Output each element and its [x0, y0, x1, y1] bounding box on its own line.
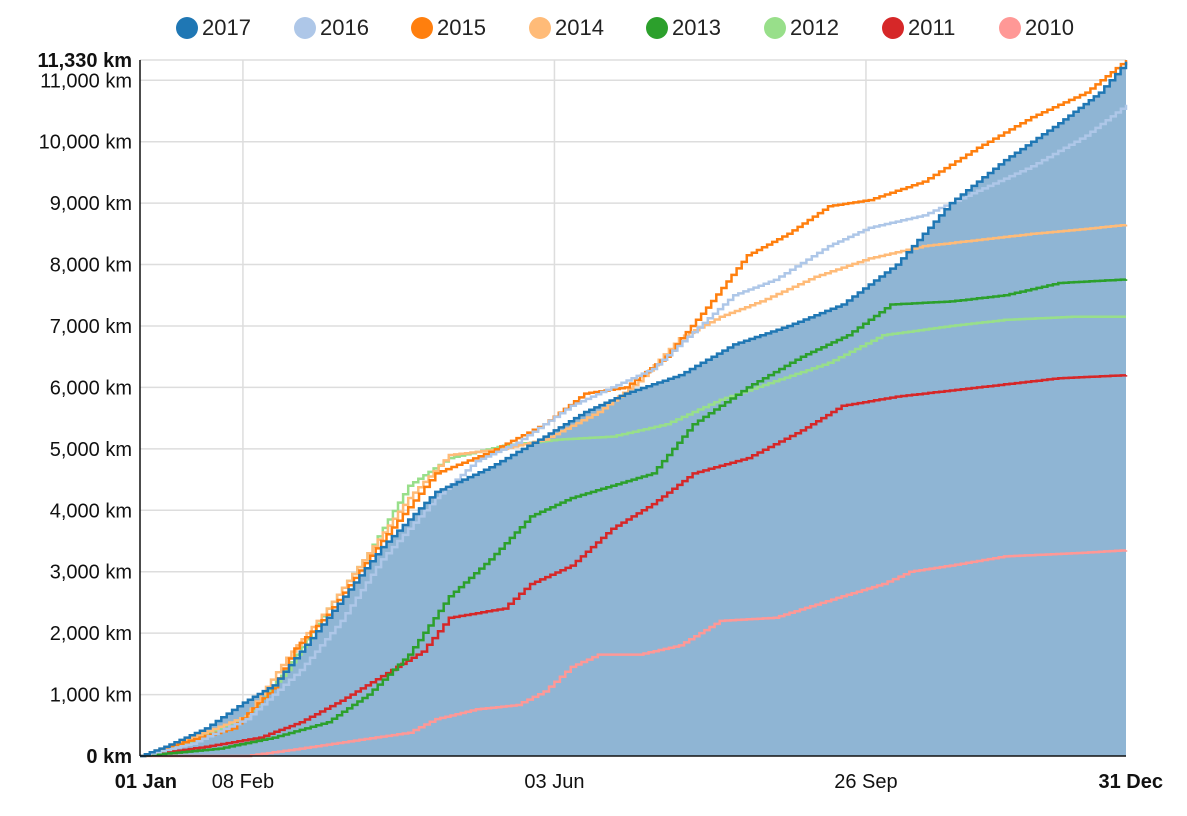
y-tick-label: 2,000 km — [50, 623, 132, 645]
legend-swatch — [294, 17, 316, 39]
legend-item-2011[interactable]: 2011 — [882, 10, 955, 46]
legend-label: 2011 — [908, 15, 956, 40]
x-tick-label: 03 Jun — [524, 771, 584, 793]
y-tick-label: 10,000 km — [39, 132, 132, 154]
legend-label: 2013 — [672, 15, 721, 40]
legend-swatch — [411, 17, 433, 39]
x-tick-label: 31 Dec — [1099, 771, 1164, 793]
legend-item-2013[interactable]: 2013 — [646, 10, 721, 46]
legend-swatch — [882, 17, 904, 39]
series-line-2011 — [140, 374, 1128, 758]
y-tick-label: 1,000 km — [50, 685, 132, 707]
legend-label: 2016 — [320, 15, 369, 40]
series-line-2013 — [140, 278, 1128, 758]
legend-item-2010[interactable]: 2010 — [999, 10, 1074, 46]
y-tick-label: 3,000 km — [50, 562, 132, 584]
series-line-2010 — [140, 549, 1128, 758]
x-tick-label: 01 Jan — [115, 771, 177, 793]
legend-label: 2012 — [790, 15, 839, 40]
y-tick-label: 4,000 km — [50, 500, 132, 522]
series-line-2015 — [140, 60, 1128, 758]
chart-legend: 2017 2016 2015 2014 2013 2012 2011 2010 — [0, 10, 1187, 46]
legend-label: 2015 — [437, 15, 486, 40]
series-line-2012 — [140, 315, 1126, 758]
y-tick-label: 6,000 km — [50, 377, 132, 399]
legend-label: 2010 — [1025, 15, 1074, 40]
legend-swatch — [529, 17, 551, 39]
legend-item-2014[interactable]: 2014 — [529, 10, 604, 46]
series-line-2017 — [140, 61, 1128, 758]
y-tick-label: 9,000 km — [50, 193, 132, 215]
legend-swatch — [646, 17, 668, 39]
legend-swatch — [764, 17, 786, 39]
y-tick-label: 7,000 km — [50, 316, 132, 338]
y-tick-label: 11,000 km — [40, 70, 132, 92]
legend-label: 2017 — [202, 15, 251, 40]
y-tick-label: 11,330 km — [37, 50, 132, 72]
legend-swatch — [999, 17, 1021, 39]
legend-item-2012[interactable]: 2012 — [764, 10, 839, 46]
x-tick-label: 08 Feb — [212, 771, 274, 793]
legend-item-2015[interactable]: 2015 — [411, 10, 486, 46]
legend-item-2016[interactable]: 2016 — [294, 10, 369, 46]
y-tick-label: 5,000 km — [50, 439, 132, 461]
legend-item-2017[interactable]: 2017 — [176, 10, 251, 46]
legend-swatch — [176, 17, 198, 39]
x-tick-label: 26 Sep — [834, 771, 897, 793]
y-tick-label: 0 km — [86, 746, 132, 768]
y-tick-label: 8,000 km — [50, 255, 132, 277]
legend-label: 2014 — [555, 15, 604, 40]
area-2017 — [140, 61, 1126, 757]
